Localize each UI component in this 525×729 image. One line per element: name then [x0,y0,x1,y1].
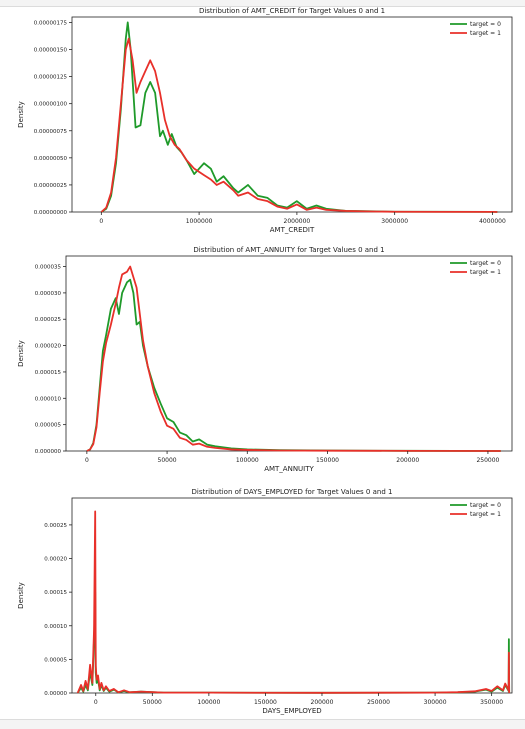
chart-amt-credit: 0 1000000 2000000 3000000 4000000 0.00000000 0… [17,7,513,234]
chart-title: Distribution of AMT_ANNUITY for Target V… [193,246,384,254]
y-tick-label: 0.00000125 [34,75,68,81]
legend-entry: target = 0 [470,260,501,267]
chart-title: Distribution of DAYS_EMPLOYED for Target… [192,488,393,496]
x-tick-label: 150000 [316,457,339,464]
y-tick-label: 0.000020 [35,344,62,350]
y-tick-label: 0.00000075 [34,129,68,135]
plot-frame [71,16,513,213]
y-tick-label: 0.00000 [44,691,67,697]
y-tick-label: 0.00005 [44,657,67,663]
y-tick-label: 0.00000000 [34,210,68,216]
x-axis-label: AMT_CREDIT [270,226,315,234]
y-axis-label: Density [17,340,25,367]
y-tick-label: 0.00000175 [34,20,68,26]
x-tick-label: 50000 [158,457,177,464]
series-line-target-0 [86,278,501,452]
x-tick-label: 0 [94,699,98,706]
x-tick-label: 350000 [480,699,503,706]
plot-frame [71,497,513,694]
series-line-target-1 [100,37,498,213]
x-tick-label: 250000 [476,457,499,464]
x-tick-label: 50000 [143,699,162,706]
series-line-target-0 [100,21,498,213]
x-axis-label: AMT_ANNUITY [264,465,314,473]
x-tick-label: 100000 [236,457,259,464]
y-tick-label: 0.00020 [44,557,67,563]
chart-days-employed: 0 50000 100000 150000 200000 250000 300000 3500… [17,488,513,715]
y-tick-label: 0.00015 [44,590,67,596]
x-tick-label: 0 [85,457,89,464]
y-tick-label: 0.00025 [44,523,67,529]
legend-entry: target = 0 [470,502,501,509]
y-tick-label: 0.00000050 [34,156,68,162]
x-tick-label: 200000 [396,457,419,464]
y-tick-label: 0.000000 [35,449,62,455]
chart-title: Distribution of AMT_CREDIT for Target Va… [199,7,385,15]
y-tick-label: 0.00010 [44,624,67,630]
y-tick-label: 0.00000100 [34,102,68,108]
legend-entry: target = 1 [470,30,501,37]
x-tick-label: 100000 [197,699,220,706]
y-axis-label: Density [17,582,25,609]
series-line-target-1 [86,265,501,452]
chart-amt-annuity: 0 50000 100000 150000 200000 250000 0.000000 0.… [17,246,513,473]
x-tick-label: 200000 [311,699,334,706]
legend-entry: target = 1 [470,511,501,518]
y-tick-label: 0.00000150 [34,48,68,54]
series-line-target-1 [76,510,511,694]
top-scroll-edge [0,0,525,7]
y-tick-label: 0.000030 [35,291,62,297]
y-tick-label: 0.000005 [35,423,62,429]
x-tick-label: 3000000 [381,218,408,225]
y-axis-label: Density [17,101,25,128]
x-tick-label: 2000000 [284,218,311,225]
x-tick-label: 300000 [424,699,447,706]
x-tick-label: 150000 [254,699,277,706]
plot-frame [65,255,513,452]
y-tick-label: 0.000025 [35,317,62,323]
x-axis-label: DAYS_EMPLOYED [262,707,321,715]
y-tick-label: 0.00000025 [34,183,68,189]
series-line-target-0 [76,591,511,694]
x-tick-label: 4000000 [479,218,506,225]
x-tick-label: 1000000 [186,218,213,225]
y-tick-label: 0.000015 [35,370,62,376]
bottom-scroll-edge [0,719,525,729]
y-tick-label: 0.000010 [35,396,62,402]
legend-entry: target = 0 [470,21,501,28]
y-tick-label: 0.000035 [35,265,62,271]
x-tick-label: 0 [99,218,103,225]
x-tick-label: 250000 [367,699,390,706]
legend-entry: target = 1 [470,269,501,276]
